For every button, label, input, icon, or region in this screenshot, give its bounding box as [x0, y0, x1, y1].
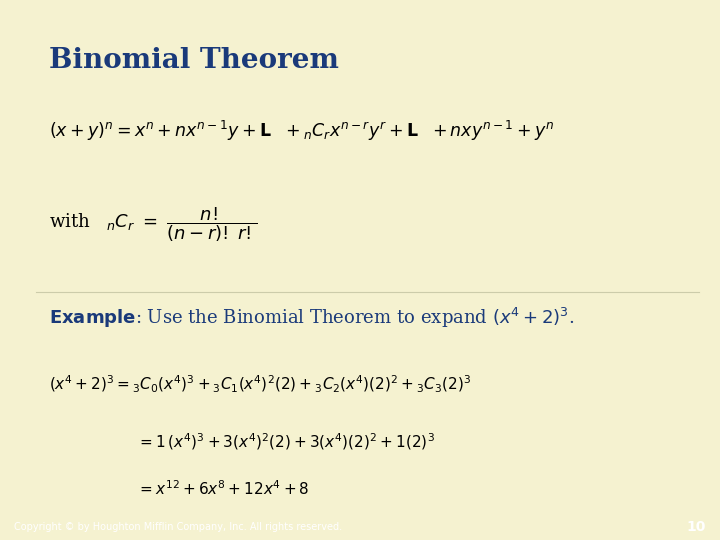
Text: $\mathbf{Example}$: Use the Binomial Theorem to expand $(x^4 + 2)^3$.: $\mathbf{Example}$: Use the Binomial The… — [49, 306, 575, 330]
Text: Copyright © by Houghton Mifflin Company, Inc. All rights reserved.: Copyright © by Houghton Mifflin Company,… — [14, 522, 343, 532]
Text: $= x^{12} + 6x^8 + 12x^4 + 8$: $= x^{12} + 6x^8 + 12x^4 + 8$ — [137, 480, 310, 498]
Text: $= 1\,(x^4)^3 + 3(x^4)^2(2) + 3(x^4)(2)^2 + 1(2)^3$: $= 1\,(x^4)^3 + 3(x^4)^2(2) + 3(x^4)(2)^… — [137, 431, 435, 452]
Text: $(x^4 + 2)^3 = {}_{3}C_0(x^4)^3 + {}_{3}C_1(x^4)^2(2) + {}_{3}C_2(x^4)(2)^2 + {}: $(x^4 + 2)^3 = {}_{3}C_0(x^4)^3 + {}_{3}… — [49, 374, 472, 395]
Text: with   $_{n}C_{r}\ =\ \dfrac{n!}{(n-r)!\;r!}$: with $_{n}C_{r}\ =\ \dfrac{n!}{(n-r)!\;r… — [49, 205, 258, 244]
Text: 10: 10 — [686, 520, 706, 534]
Text: Binomial Theorem: Binomial Theorem — [49, 47, 339, 74]
Text: $(x + y)^n = x^n + nx^{n-1}y + \mathbf{L}\ \ +_{n}C_{r}x^{n-r}y^r + \mathbf{L}\ : $(x + y)^n = x^n + nx^{n-1}y + \mathbf{L… — [49, 119, 554, 143]
